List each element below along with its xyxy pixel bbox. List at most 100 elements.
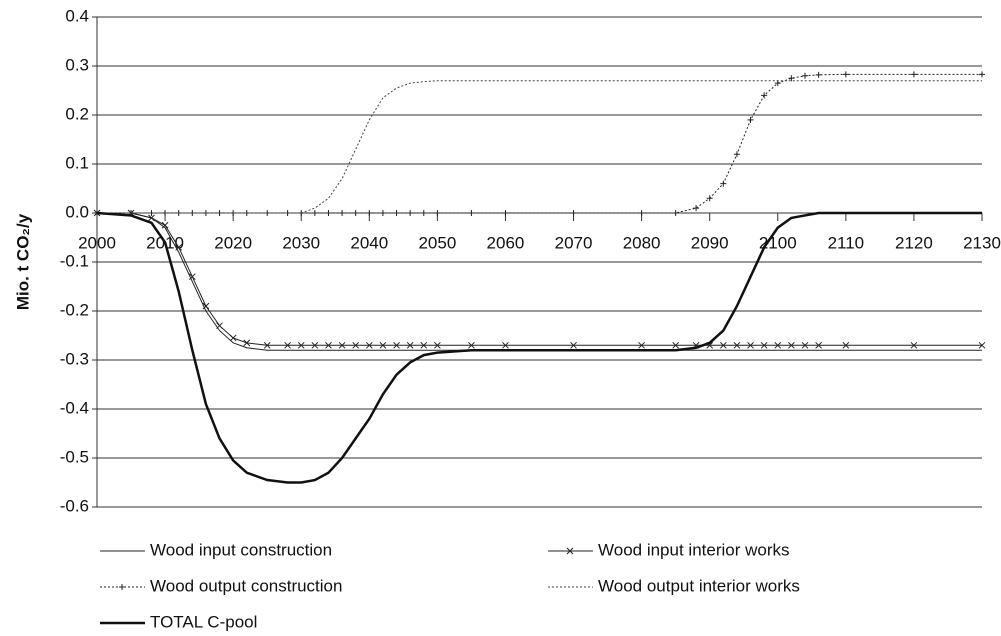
marker (815, 71, 822, 78)
marker (802, 72, 808, 79)
x-tick-label: 2110 (828, 233, 865, 252)
x-tick-label: 2130 (963, 233, 1001, 252)
marker (570, 210, 577, 216)
x-tick-label: 2070 (555, 233, 593, 252)
marker (760, 341, 768, 349)
marker (910, 71, 917, 78)
marker (672, 210, 679, 216)
marker (706, 195, 713, 202)
marker (393, 341, 400, 349)
marker (202, 302, 210, 310)
marker (733, 151, 740, 158)
marker (284, 341, 291, 349)
y-tick-label: 0.3 (65, 55, 89, 74)
marker (842, 341, 850, 349)
marker (978, 341, 986, 349)
y-tick-label: -0.4 (60, 398, 89, 417)
marker (406, 341, 414, 349)
x-tick-label: 2040 (350, 233, 388, 252)
marker (338, 341, 346, 349)
marker (468, 341, 475, 349)
y-tick-label: -0.1 (60, 251, 89, 270)
marker (420, 210, 427, 216)
marker (720, 180, 727, 187)
marker (407, 210, 414, 216)
marker (672, 341, 680, 349)
y-tick-label: 0.4 (65, 6, 89, 25)
y-tick-label: -0.2 (60, 300, 89, 319)
marker (788, 75, 795, 82)
marker (468, 210, 475, 216)
marker (747, 116, 754, 123)
marker (352, 341, 360, 349)
x-tick-label: 2060 (487, 233, 525, 252)
series-line (96, 211, 982, 484)
marker (393, 210, 400, 216)
marker (263, 341, 271, 349)
marker (733, 341, 741, 349)
marker (693, 205, 700, 212)
y-tick-label: -0.5 (60, 447, 89, 466)
marker (910, 341, 918, 349)
marker (311, 210, 318, 216)
marker (761, 92, 768, 99)
y-tick-label: 0.2 (65, 104, 89, 123)
marker (243, 339, 251, 347)
marker (420, 341, 428, 349)
marker (188, 273, 196, 281)
marker (379, 341, 387, 349)
marker (365, 341, 373, 349)
y-tick-label: -0.3 (60, 349, 89, 368)
marker (788, 341, 795, 349)
marker (148, 214, 155, 222)
marker (229, 334, 237, 342)
marker (570, 341, 577, 349)
series-line (97, 73, 982, 214)
marker (502, 341, 509, 349)
y-tick-label: -0.6 (60, 496, 89, 515)
marker (339, 210, 346, 216)
marker (379, 210, 386, 216)
marker (175, 243, 183, 251)
marker (352, 210, 359, 216)
x-tick-label: 2030 (282, 233, 320, 252)
x-tick-label: 2050 (418, 233, 456, 252)
marker (719, 341, 727, 349)
marker (747, 341, 754, 349)
legend-label: Wood input interior works (598, 540, 790, 559)
marker (434, 210, 441, 216)
x-tick-label: 2090 (691, 233, 729, 252)
marker (638, 210, 645, 216)
x-tick-label: 2000 (78, 233, 116, 252)
x-tick-label: 2080 (623, 233, 661, 252)
marker (297, 341, 305, 349)
marker (434, 341, 441, 349)
marker (311, 341, 319, 349)
marker (502, 210, 509, 216)
legend-label: Wood output construction (150, 576, 342, 595)
marker (216, 322, 223, 330)
y-axis-title: Mio. t CO₂/y (13, 213, 32, 310)
marker (566, 547, 574, 555)
series-line (97, 80, 982, 214)
x-tick-label: 2100 (759, 233, 797, 252)
marker (325, 210, 332, 216)
marker (774, 341, 782, 349)
marker (815, 341, 822, 349)
x-tick-label: 2020 (214, 233, 252, 252)
y-tick-label: 0.1 (65, 153, 89, 172)
marker (366, 210, 373, 216)
legend-label: Wood output interior works (598, 576, 800, 595)
marker (842, 71, 849, 78)
marker (119, 584, 125, 590)
x-tick-label: 2120 (895, 233, 933, 252)
legend-label: Wood input construction (150, 540, 332, 559)
y-tick-label: 0.0 (65, 202, 89, 221)
legend-label: TOTAL C-pool (150, 612, 257, 631)
marker (325, 341, 332, 349)
marker (979, 71, 985, 78)
marker (801, 341, 809, 349)
marker (161, 221, 169, 229)
marker (638, 341, 645, 349)
